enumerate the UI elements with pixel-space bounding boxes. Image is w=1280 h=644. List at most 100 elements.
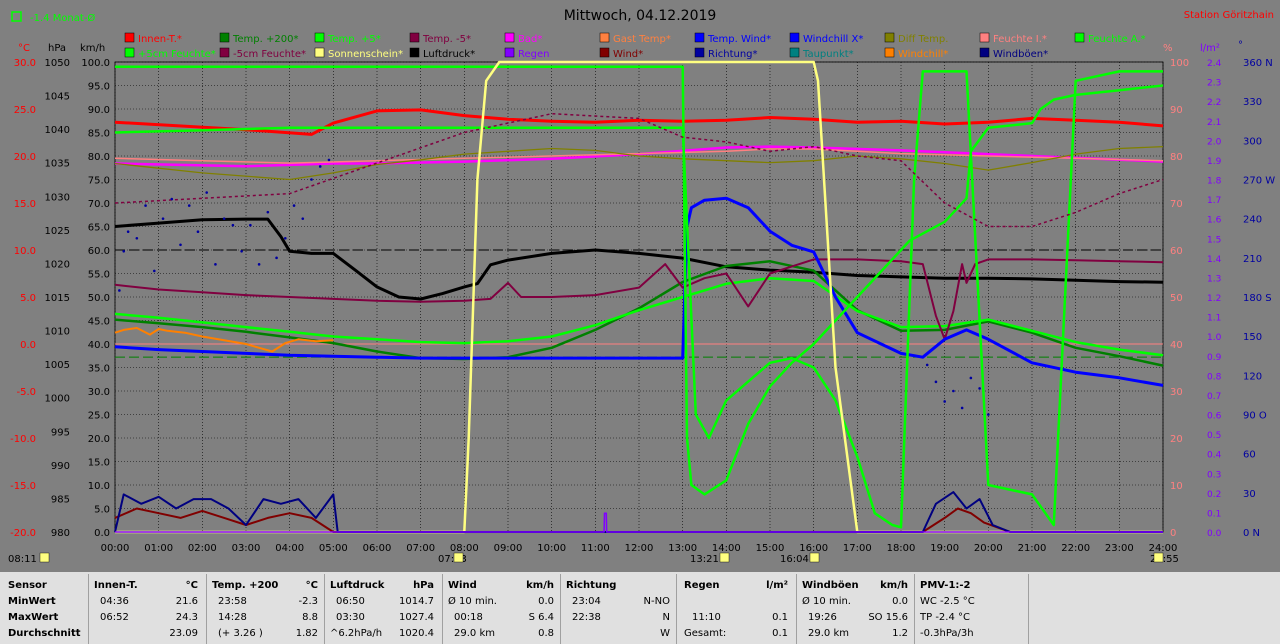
richtung-point	[925, 363, 929, 367]
pressure-tick-label: 1020	[45, 259, 70, 270]
legend-label-2[interactable]: Temp. +5*	[327, 34, 381, 45]
wind-title: Wind	[448, 580, 477, 591]
legend-swatch-9[interactable]	[979, 32, 990, 43]
legend-label-1[interactable]: Temp. +200*	[232, 34, 298, 45]
luftdruck-avg-extra: ^6.2hPa/h	[330, 628, 383, 639]
legend-swatch-6[interactable]	[694, 32, 705, 43]
time-tick-label: 19:00	[930, 543, 959, 554]
weather-chart: -1.4 Monat-Ø Mittwoch, 04.12.2019 Statio…	[8, 8, 1275, 565]
stats-luftdruck: Luftdruck hPa 06:50 1014.7 03:30 1027.4 …	[330, 572, 436, 644]
legend-label-6[interactable]: Temp. Wind*	[707, 34, 771, 45]
row-label-avg: Durchschnitt	[8, 628, 81, 639]
pmv-min: WC -2.5 °C	[920, 596, 975, 607]
direction-tick-label: 300	[1243, 136, 1262, 147]
legend-label-14[interactable]: Luftdruck*	[423, 49, 475, 60]
legend-label-10[interactable]: Feuchte A.*	[1088, 34, 1146, 45]
legend-label-4[interactable]: Bad*	[518, 34, 542, 45]
rain-tick-label: 2.3	[1207, 79, 1221, 89]
direction-tick-label: 0 N	[1243, 528, 1260, 539]
percent-tick-label: 40	[1170, 340, 1183, 351]
legend-swatch-17[interactable]	[694, 47, 705, 58]
row-label-min: MinWert	[8, 596, 56, 607]
rain-tick-label: 0.7	[1207, 392, 1221, 402]
richtung-point	[161, 217, 165, 220]
speed-tick-label: 100.0	[81, 58, 110, 69]
series-line--5cm-feuchte-	[114, 112, 1164, 228]
pressure-tick-label: 990	[51, 461, 70, 472]
legend-swatch-20[interactable]	[979, 47, 990, 58]
legend-swatch-2[interactable]	[314, 32, 325, 43]
speed-tick-label: 50.0	[88, 293, 110, 304]
richtung-point	[153, 269, 156, 273]
innen-min-val: 21.6	[175, 596, 198, 607]
temp-tick-label: -5.0	[16, 387, 36, 398]
stats-pmv: PMV-1:-2 WC -2.5 °C TP -2.4 °C -0.3hPa/3…	[920, 572, 1020, 644]
row-label-sensor: Sensor	[8, 580, 47, 591]
legend-swatch-14[interactable]	[409, 47, 420, 58]
legend-swatch-8[interactable]	[884, 32, 895, 43]
direction-tick-label: 360 N	[1243, 58, 1273, 69]
time-tick-label: 22:00	[1061, 543, 1090, 554]
percent-tick-label: 90	[1170, 105, 1183, 116]
richtung-title: Richtung	[566, 580, 617, 591]
innen-avg: 23.09	[169, 628, 198, 639]
legend-swatch-3[interactable]	[409, 32, 420, 43]
legend-label-12[interactable]: -5cm Feuchte*	[233, 49, 306, 60]
legend-label-8[interactable]: Diff Temp.	[898, 34, 948, 45]
richtung-avg: W	[660, 628, 670, 639]
legend-swatch-7[interactable]	[789, 32, 800, 43]
row-label-max: MaxWert	[8, 612, 59, 623]
rain-tick-label: 1.8	[1207, 177, 1222, 187]
legend-label-3[interactable]: Temp. -5*	[422, 34, 471, 45]
windboeen-max-time: 19:26	[808, 612, 837, 623]
wind-min-time: Ø 10 min.	[448, 596, 497, 607]
legend-label-11[interactable]: +5cm Feuchte*	[138, 49, 216, 60]
pmv-max: TP -2.4 °C	[920, 612, 970, 623]
legend-label-18[interactable]: Taupunkt*	[802, 49, 854, 60]
speed-tick-label: 30.0	[88, 387, 110, 398]
temp-tick-label: 15.0	[14, 199, 36, 210]
windboeen-min-time: Ø 10 min.	[802, 596, 851, 607]
temp200-title: Temp. +200	[212, 580, 279, 591]
legend-swatch-16[interactable]	[599, 47, 610, 58]
richtung-point	[222, 217, 226, 220]
legend-swatch-5[interactable]	[599, 32, 610, 43]
legend-label-15[interactable]: Regen	[518, 49, 550, 60]
pressure-tick-label: 1015	[45, 293, 70, 304]
legend-swatch-4[interactable]	[504, 32, 515, 43]
legend-label-5[interactable]: Gast Temp*	[613, 34, 671, 45]
legend-swatch-13[interactable]	[314, 47, 325, 58]
legend-swatch-11[interactable]	[124, 47, 135, 58]
innen-max-time: 06:52	[100, 612, 129, 623]
legend-label-9[interactable]: Feuchte I.*	[993, 34, 1047, 45]
legend-swatch-1[interactable]	[219, 32, 230, 43]
legend-swatch-12[interactable]	[219, 47, 230, 58]
legend-label-17[interactable]: Richtung*	[708, 49, 758, 60]
monat-checkbox-icon[interactable]	[11, 11, 22, 22]
richtung-point	[327, 158, 331, 162]
stats-row-labels: Sensor MinWert MaxWert Durchschnitt	[8, 572, 86, 644]
temp-tick-label: -10.0	[10, 434, 36, 445]
series-line-wind-	[114, 507, 1163, 533]
rain-tick-label: 0.3	[1207, 470, 1221, 480]
percent-tick-label: 70	[1170, 199, 1183, 210]
legend-label-0[interactable]: Innen-T.*	[138, 34, 182, 45]
rain-tick-label: 0.1	[1207, 509, 1221, 519]
legend-swatch-0[interactable]	[124, 32, 135, 43]
station-name: Station Göritzhain	[1184, 10, 1274, 21]
legend-label-19[interactable]: Windchill*	[898, 49, 948, 60]
legend-swatch-18[interactable]	[789, 47, 800, 58]
legend-label-7[interactable]: Windchill X*	[803, 34, 863, 45]
series-line-luftdruck-	[114, 217, 1164, 301]
speed-tick-label: 65.0	[88, 223, 110, 234]
regen-avg-extra: Gesamt:	[684, 628, 727, 639]
windboeen-title: Windböen	[802, 580, 859, 591]
pressure-tick-label: 1045	[45, 92, 70, 103]
legend-swatch-15[interactable]	[504, 47, 515, 58]
richtung-max-time: 22:38	[572, 612, 601, 623]
legend-swatch-10[interactable]	[1074, 32, 1085, 43]
legend-swatch-19[interactable]	[884, 47, 895, 58]
legend-label-20[interactable]: Windböen*	[993, 49, 1048, 60]
legend-label-16[interactable]: Wind*	[613, 49, 643, 60]
legend-label-13[interactable]: Sonnenschein*	[328, 49, 403, 60]
